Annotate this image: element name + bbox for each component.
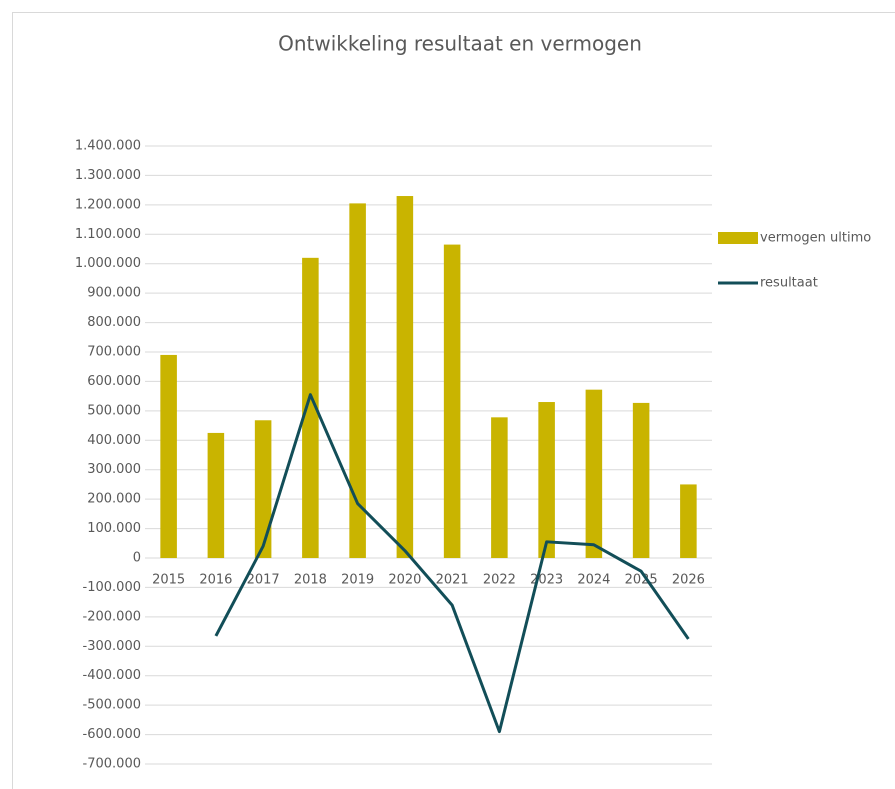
bar — [396, 196, 414, 558]
y-tick-label: 100.000 — [87, 521, 141, 536]
legend-label: resultaat — [760, 276, 818, 291]
y-tick-label: 300.000 — [87, 462, 141, 477]
y-tick-label: 1.100.000 — [75, 227, 141, 242]
y-tick-label: 400.000 — [87, 433, 141, 448]
bar — [254, 420, 272, 558]
x-tick-label: 2022 — [483, 573, 516, 588]
y-tick-label: 600.000 — [87, 374, 141, 389]
bar — [585, 389, 603, 558]
x-tick-label: 2024 — [577, 573, 610, 588]
y-tick-label: 900.000 — [87, 286, 141, 301]
bar — [207, 432, 225, 558]
y-tick-label: -100.000 — [83, 580, 141, 595]
bar — [632, 402, 650, 558]
bar — [491, 417, 508, 558]
y-tick-label: 700.000 — [87, 345, 141, 360]
bar — [160, 354, 177, 558]
y-tick-label: -600.000 — [83, 727, 141, 742]
y-tick-label: 1.200.000 — [75, 197, 141, 212]
y-tick-label: 0 — [133, 551, 141, 566]
y-tick-label: -200.000 — [83, 609, 141, 624]
y-tick-label: 500.000 — [87, 403, 141, 418]
x-tick-label: 2021 — [436, 573, 469, 588]
legend-label: vermogen ultimo — [760, 231, 871, 246]
y-tick-label: -300.000 — [83, 639, 141, 654]
x-tick-label: 2016 — [199, 573, 232, 588]
line — [214, 393, 690, 734]
y-tick-label: 200.000 — [87, 492, 141, 507]
y-tick-label: 1.400.000 — [75, 139, 141, 154]
y-tick-label: -400.000 — [83, 668, 141, 683]
y-tick-label: -500.000 — [83, 698, 141, 713]
y-tick-label: 1.300.000 — [75, 168, 141, 183]
x-tick-label: 2018 — [294, 573, 327, 588]
legend-swatch — [718, 232, 758, 244]
bar — [443, 244, 461, 559]
x-tick-label: 2020 — [388, 573, 421, 588]
chart-title: Ontwikkeling resultaat en vermogen — [278, 32, 642, 56]
y-tick-label: 1.000.000 — [75, 256, 141, 271]
bar — [349, 203, 366, 558]
bar — [302, 257, 319, 558]
bar — [680, 484, 697, 558]
x-tick-label: 2017 — [247, 573, 280, 588]
x-tick-label: 2019 — [341, 573, 374, 588]
x-tick-label: 2026 — [672, 573, 705, 588]
y-tick-label: -700.000 — [83, 757, 141, 772]
x-tick-label: 2015 — [152, 573, 185, 588]
bar — [538, 402, 555, 558]
y-tick-label: 800.000 — [87, 315, 141, 330]
